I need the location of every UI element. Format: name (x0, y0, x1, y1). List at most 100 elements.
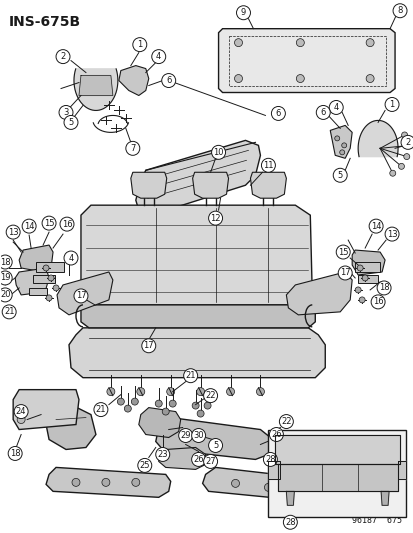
Text: 5: 5 (68, 118, 74, 127)
Text: INS-675B: INS-675B (9, 15, 81, 29)
Circle shape (17, 416, 25, 424)
Circle shape (296, 39, 304, 47)
Circle shape (296, 487, 304, 495)
Polygon shape (79, 76, 113, 95)
Circle shape (370, 295, 384, 309)
Circle shape (392, 4, 406, 18)
Polygon shape (278, 464, 397, 491)
Polygon shape (15, 268, 49, 295)
Text: 96187  675: 96187 675 (351, 516, 401, 525)
Circle shape (131, 479, 140, 486)
Text: 20: 20 (0, 290, 10, 300)
Text: 16: 16 (62, 220, 72, 229)
Polygon shape (74, 69, 118, 110)
Circle shape (341, 143, 346, 148)
Circle shape (169, 400, 176, 407)
Circle shape (368, 219, 382, 233)
Circle shape (192, 402, 199, 409)
Circle shape (191, 453, 205, 466)
Text: 8: 8 (396, 6, 402, 15)
Text: 5: 5 (212, 441, 218, 450)
Polygon shape (357, 120, 397, 157)
Text: 2: 2 (404, 138, 410, 147)
Polygon shape (354, 262, 379, 272)
Circle shape (6, 225, 20, 239)
Circle shape (0, 255, 12, 269)
Text: 14: 14 (370, 222, 380, 231)
Circle shape (234, 75, 242, 83)
Text: 21: 21 (4, 308, 14, 317)
Circle shape (48, 275, 54, 281)
Circle shape (208, 439, 222, 453)
Text: 16: 16 (372, 297, 382, 306)
Text: 14: 14 (24, 222, 34, 231)
Text: 2: 2 (60, 52, 66, 61)
Circle shape (361, 275, 367, 281)
Polygon shape (192, 172, 228, 198)
Polygon shape (131, 172, 166, 198)
Circle shape (43, 265, 49, 271)
Circle shape (208, 211, 222, 225)
Circle shape (136, 387, 145, 395)
Text: 28: 28 (264, 455, 275, 464)
Circle shape (231, 479, 239, 487)
Circle shape (264, 483, 272, 491)
Text: 15: 15 (337, 247, 348, 256)
Circle shape (117, 398, 124, 405)
Circle shape (358, 297, 364, 303)
Circle shape (334, 136, 339, 141)
Polygon shape (397, 462, 405, 479)
Polygon shape (13, 390, 79, 430)
Polygon shape (46, 403, 96, 449)
Text: 6: 6 (166, 76, 171, 85)
Circle shape (72, 479, 80, 486)
Circle shape (365, 39, 373, 47)
Text: 10: 10 (213, 148, 223, 157)
Text: 25: 25 (139, 461, 150, 470)
Circle shape (2, 305, 16, 319)
Text: 22: 22 (280, 417, 291, 426)
Text: 6: 6 (320, 108, 325, 117)
Text: 29: 29 (180, 431, 190, 440)
Circle shape (356, 265, 362, 271)
Polygon shape (33, 275, 55, 283)
Circle shape (14, 405, 28, 418)
Polygon shape (81, 305, 315, 328)
Circle shape (161, 74, 175, 87)
Circle shape (211, 146, 225, 159)
Circle shape (64, 251, 78, 265)
Text: 24: 24 (16, 407, 26, 416)
Polygon shape (202, 467, 325, 502)
Circle shape (102, 479, 109, 486)
Circle shape (261, 158, 275, 172)
Circle shape (328, 101, 342, 115)
Text: 21: 21 (185, 371, 195, 380)
Polygon shape (218, 29, 394, 93)
Circle shape (226, 387, 234, 395)
Circle shape (0, 271, 12, 285)
Text: 23: 23 (157, 450, 168, 459)
Text: 15: 15 (44, 219, 54, 228)
Circle shape (59, 106, 73, 119)
Text: 6: 6 (275, 109, 280, 118)
Text: 18: 18 (378, 284, 389, 293)
Text: 4: 4 (333, 103, 338, 112)
Circle shape (400, 135, 413, 149)
Circle shape (155, 400, 162, 407)
Text: 21: 21 (95, 405, 106, 414)
Circle shape (126, 141, 140, 155)
Circle shape (282, 515, 297, 529)
Circle shape (403, 154, 409, 159)
Text: 5: 5 (337, 171, 342, 180)
Circle shape (296, 75, 304, 83)
Text: 4: 4 (68, 254, 74, 263)
Circle shape (138, 458, 152, 472)
Polygon shape (155, 417, 270, 459)
Circle shape (384, 227, 398, 241)
Polygon shape (69, 328, 325, 378)
Circle shape (269, 427, 282, 441)
Circle shape (332, 168, 347, 182)
Circle shape (204, 402, 211, 409)
Text: 18: 18 (0, 257, 10, 266)
Text: 17: 17 (76, 292, 86, 301)
